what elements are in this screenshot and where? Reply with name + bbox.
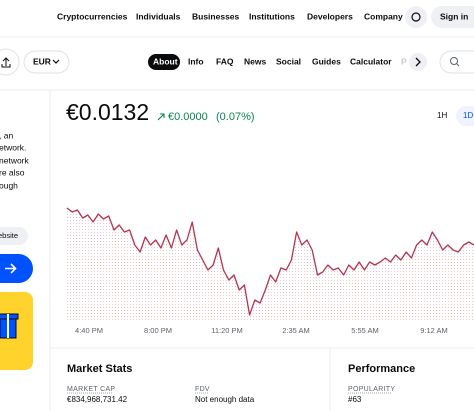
price-chart: 4:40 PM 8:00 PM 11:20 PM 2:35 AM 5:55 AM 9:12… [66,207,474,335]
range-active[interactable] [456,106,474,126]
stat-value: €834,968,731.42 [67,395,128,404]
website-label[interactable]: ebsite [0,231,18,240]
share-icon [1,57,11,68]
nav-link[interactable]: Institutions [249,11,295,21]
tab[interactable]: About [153,56,178,66]
website-button[interactable] [0,227,28,245]
currency-label[interactable]: EUR [33,56,51,66]
about-text: etwork. [0,142,26,152]
stat-value: Not enough data [195,395,255,404]
sign-in-button[interactable] [431,6,474,28]
tab[interactable]: Info [188,56,204,66]
tab[interactable]: FAQ [216,56,234,66]
nav-link[interactable]: Businesses [192,11,240,21]
area [67,208,474,320]
price-change: €0.0000 [168,111,208,123]
scroll-button[interactable] [409,53,427,71]
stat-label[interactable]: FDV [195,386,210,393]
sign-in-label[interactable]: Sign in [440,11,468,21]
tab[interactable]: Calculator [350,56,392,66]
about-text: re also [0,167,25,177]
x-tick-label: 5:55 AM [351,326,379,335]
tab[interactable]: Guides [312,56,341,66]
range-button[interactable]: 1D [463,111,473,120]
tab[interactable]: Social [276,56,301,66]
price-change-pct: (0.07%) [216,111,255,123]
about-text: ough [0,180,18,190]
section-title: Market Stats [67,363,132,375]
about-text: , an [0,130,13,140]
x-tick-label: 4:40 PM [75,326,103,335]
search-box[interactable] [439,50,474,74]
stat-label[interactable]: POPULARITY [348,386,395,393]
tab-active[interactable] [148,54,180,70]
up-arrow [157,113,165,121]
search-icon [450,57,458,65]
chevron-right [415,57,421,67]
nav-link[interactable]: Developers [307,11,353,21]
nav-link[interactable]: Individuals [136,11,181,21]
price: €0.0132 [66,99,149,125]
globe-icon [411,12,421,22]
x-tick-label: 9:12 AM [420,326,448,335]
arrow-icon [5,263,17,274]
stat-value: #63 [348,395,362,404]
nav-link[interactable]: Company [364,11,403,21]
tab[interactable]: News [244,56,266,66]
x-tick-label: 2:35 AM [282,326,310,335]
nav-link[interactable]: Cryptocurrencies [57,11,128,21]
currency-select[interactable] [23,50,70,74]
range-button[interactable]: 1H [437,111,447,120]
section-title: Performance [348,363,415,375]
language-button[interactable] [405,6,427,28]
share-button[interactable] [0,48,20,76]
chevron-down [52,59,60,64]
about-text: network [0,155,30,165]
tab-faded[interactable]: P [401,56,407,66]
stat-label[interactable]: MARKET CAP [67,386,115,393]
x-tick-label: 8:00 PM [144,326,172,335]
search-icon [456,63,460,67]
price-line [66,207,474,316]
x-tick-label: 11:20 PM [211,326,243,335]
